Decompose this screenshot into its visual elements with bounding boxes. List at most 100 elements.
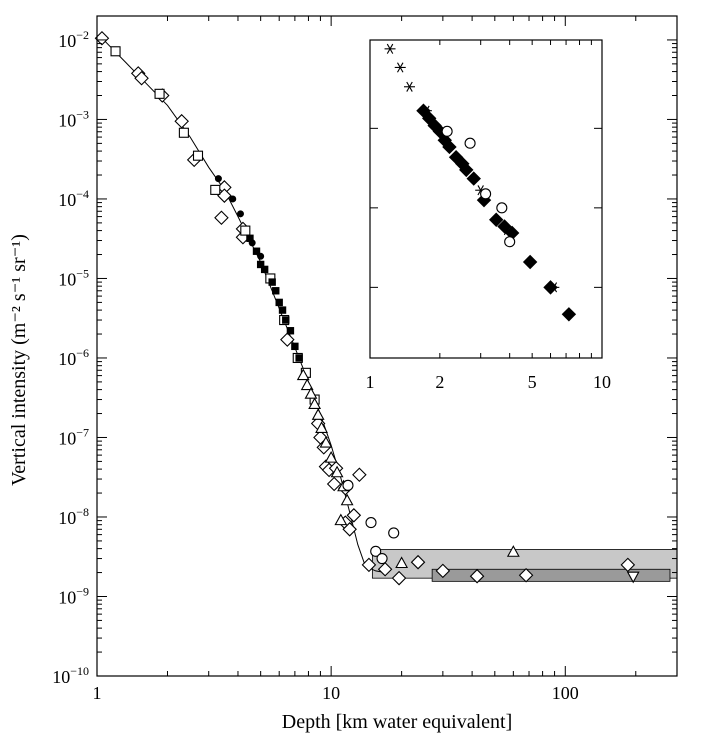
point-diamond-open-8: [214, 210, 229, 226]
y-tick-label-8: 10−2: [58, 28, 89, 51]
inset-plot-frame: [369, 39, 603, 359]
y-tick-label-0: 10−10: [52, 664, 89, 687]
y-tick-label-4: 10−6: [58, 346, 89, 369]
inset-x-tick-label-2: 5: [528, 372, 537, 392]
main-x-tick-labels: 1 10 100: [93, 683, 579, 703]
point-square-filled-1: [252, 247, 261, 255]
point-square-open-5: [240, 225, 251, 236]
point-square-filled-7: [278, 306, 287, 314]
inset-point-circle-open-1: [464, 137, 476, 149]
point-circle-filled-2: [236, 210, 244, 218]
point-diamond-open-28: [435, 563, 451, 579]
point-triangle-down-open-0: [626, 571, 640, 584]
point-circle-filled-3: [248, 239, 256, 247]
point-circle-open-3: [376, 553, 388, 565]
point-circle-open-2: [370, 545, 382, 557]
point-circle-open-1: [365, 517, 377, 529]
point-square-filled-5: [272, 287, 280, 295]
y-tick-label-2: 10−8: [58, 505, 89, 528]
point-diamond-open-27: [410, 554, 426, 570]
y-tick-label-5: 10−5: [58, 266, 89, 289]
point-triangle-up-open-2: [304, 387, 318, 399]
point-square-filled-6: [275, 298, 283, 307]
y-tick-label-3: 10−7: [58, 425, 89, 448]
point-diamond-open-26: [391, 570, 407, 586]
inset-x-tick-label-1: 2: [435, 372, 444, 392]
point-circle-open-0: [342, 479, 354, 491]
x-axis-label: Depth [km water equivalent]: [282, 711, 512, 733]
point-triangle-up-open-3: [308, 397, 322, 410]
point-circle-filled-0: [214, 175, 222, 183]
point-triangle-up-open-12: [395, 556, 409, 569]
inset-point-diamond-filled-15: [543, 280, 558, 295]
point-diamond-open-17: [326, 476, 342, 492]
point-triangle-up-open-8: [330, 465, 344, 478]
inset-point-diamond-filled-11: [489, 212, 504, 227]
point-diamond-open-20: [352, 467, 367, 483]
point-diamond-open-4: [174, 113, 189, 129]
point-square-filled-10: [291, 342, 299, 351]
point-square-filled-11: [295, 354, 303, 362]
point-diamond-open-21: [346, 508, 362, 523]
main-axis-ticks: [96, 15, 678, 677]
point-square-filled-2: [256, 260, 265, 269]
y-tick-label-1: 10−9: [58, 584, 89, 607]
point-triangle-up-open-0: [296, 368, 310, 381]
point-circle-filled-4: [257, 252, 265, 260]
y-tick-label-7: 10−3: [58, 107, 89, 130]
point-square-filled-3: [260, 265, 269, 274]
point-diamond-open-2: [134, 70, 149, 86]
point-diamond-open-11: [280, 332, 295, 347]
inset-point-diamond-filled-8: [459, 162, 474, 178]
inset-point-diamond-filled-9: [466, 171, 481, 186]
point-triangle-up-open-7: [324, 450, 338, 463]
inset-point-circle-open-3: [496, 202, 508, 214]
main-plot-frame: [96, 15, 678, 677]
point-diamond-open-23: [342, 522, 357, 537]
inset-x-tick-label-0: 1: [366, 372, 375, 392]
point-square-open-3: [192, 150, 204, 161]
x-tick-label-2: 100: [552, 683, 579, 703]
y-tick-label-6: 10−4: [58, 187, 89, 210]
point-triangle-up-open-11: [334, 513, 348, 526]
point-square-open-0: [110, 46, 121, 57]
point-square-open-4: [210, 184, 221, 195]
x-tick-label-1: 10: [322, 683, 340, 703]
point-triangle-up-open-5: [315, 421, 328, 433]
point-square-filled-9: [286, 327, 295, 335]
inset-point-circle-open-4: [504, 236, 516, 248]
inset-point-asterisk-0: [384, 43, 396, 54]
point-triangle-up-open-4: [311, 408, 325, 420]
point-diamond-open-29: [469, 568, 485, 584]
point-square-filled-8: [282, 316, 290, 324]
point-circle-filled-1: [229, 195, 237, 203]
y-axis-label: Vertical intensity (m⁻² s⁻¹ sr⁻¹): [8, 234, 30, 486]
point-square-filled-4: [268, 278, 276, 286]
point-diamond-open-24: [361, 557, 377, 573]
point-diamond-open-0: [94, 30, 110, 46]
inset-x-tick-labels: 1 2 5 10: [366, 372, 612, 392]
inset-point-diamond-filled-12: [497, 219, 512, 234]
inset-point-circle-open-2: [480, 188, 492, 200]
inset-x-tick-label-3: 10: [593, 372, 611, 392]
band-1: [431, 568, 671, 582]
point-square-open-1: [154, 88, 165, 99]
point-diamond-open-30: [518, 567, 534, 583]
point-diamond-open-31: [620, 557, 636, 573]
inset-point-circle-open-0: [441, 125, 453, 137]
inset-point-diamond-filled-16: [561, 307, 577, 322]
x-tick-label-0: 1: [93, 683, 102, 703]
point-square-open-2: [178, 127, 189, 138]
point-diamond-open-25: [377, 561, 393, 577]
inset-chart: 1 2 5 10: [366, 39, 612, 392]
point-triangle-up-open-1: [300, 378, 314, 391]
inset-point-diamond-filled-14: [522, 254, 538, 270]
main-y-tick-labels: 10−10 10−9 10−8 10−7 10−6 10−5 10−4 10−3 10−2: [52, 28, 89, 687]
inset-point-diamond-filled-5: [442, 139, 457, 155]
point-triangle-up-open-6: [319, 435, 333, 448]
main-data-points: [94, 30, 640, 586]
inset-data-points: [384, 43, 577, 322]
inset-point-asterisk-2: [404, 81, 416, 92]
inset-axis-ticks: [369, 40, 603, 358]
